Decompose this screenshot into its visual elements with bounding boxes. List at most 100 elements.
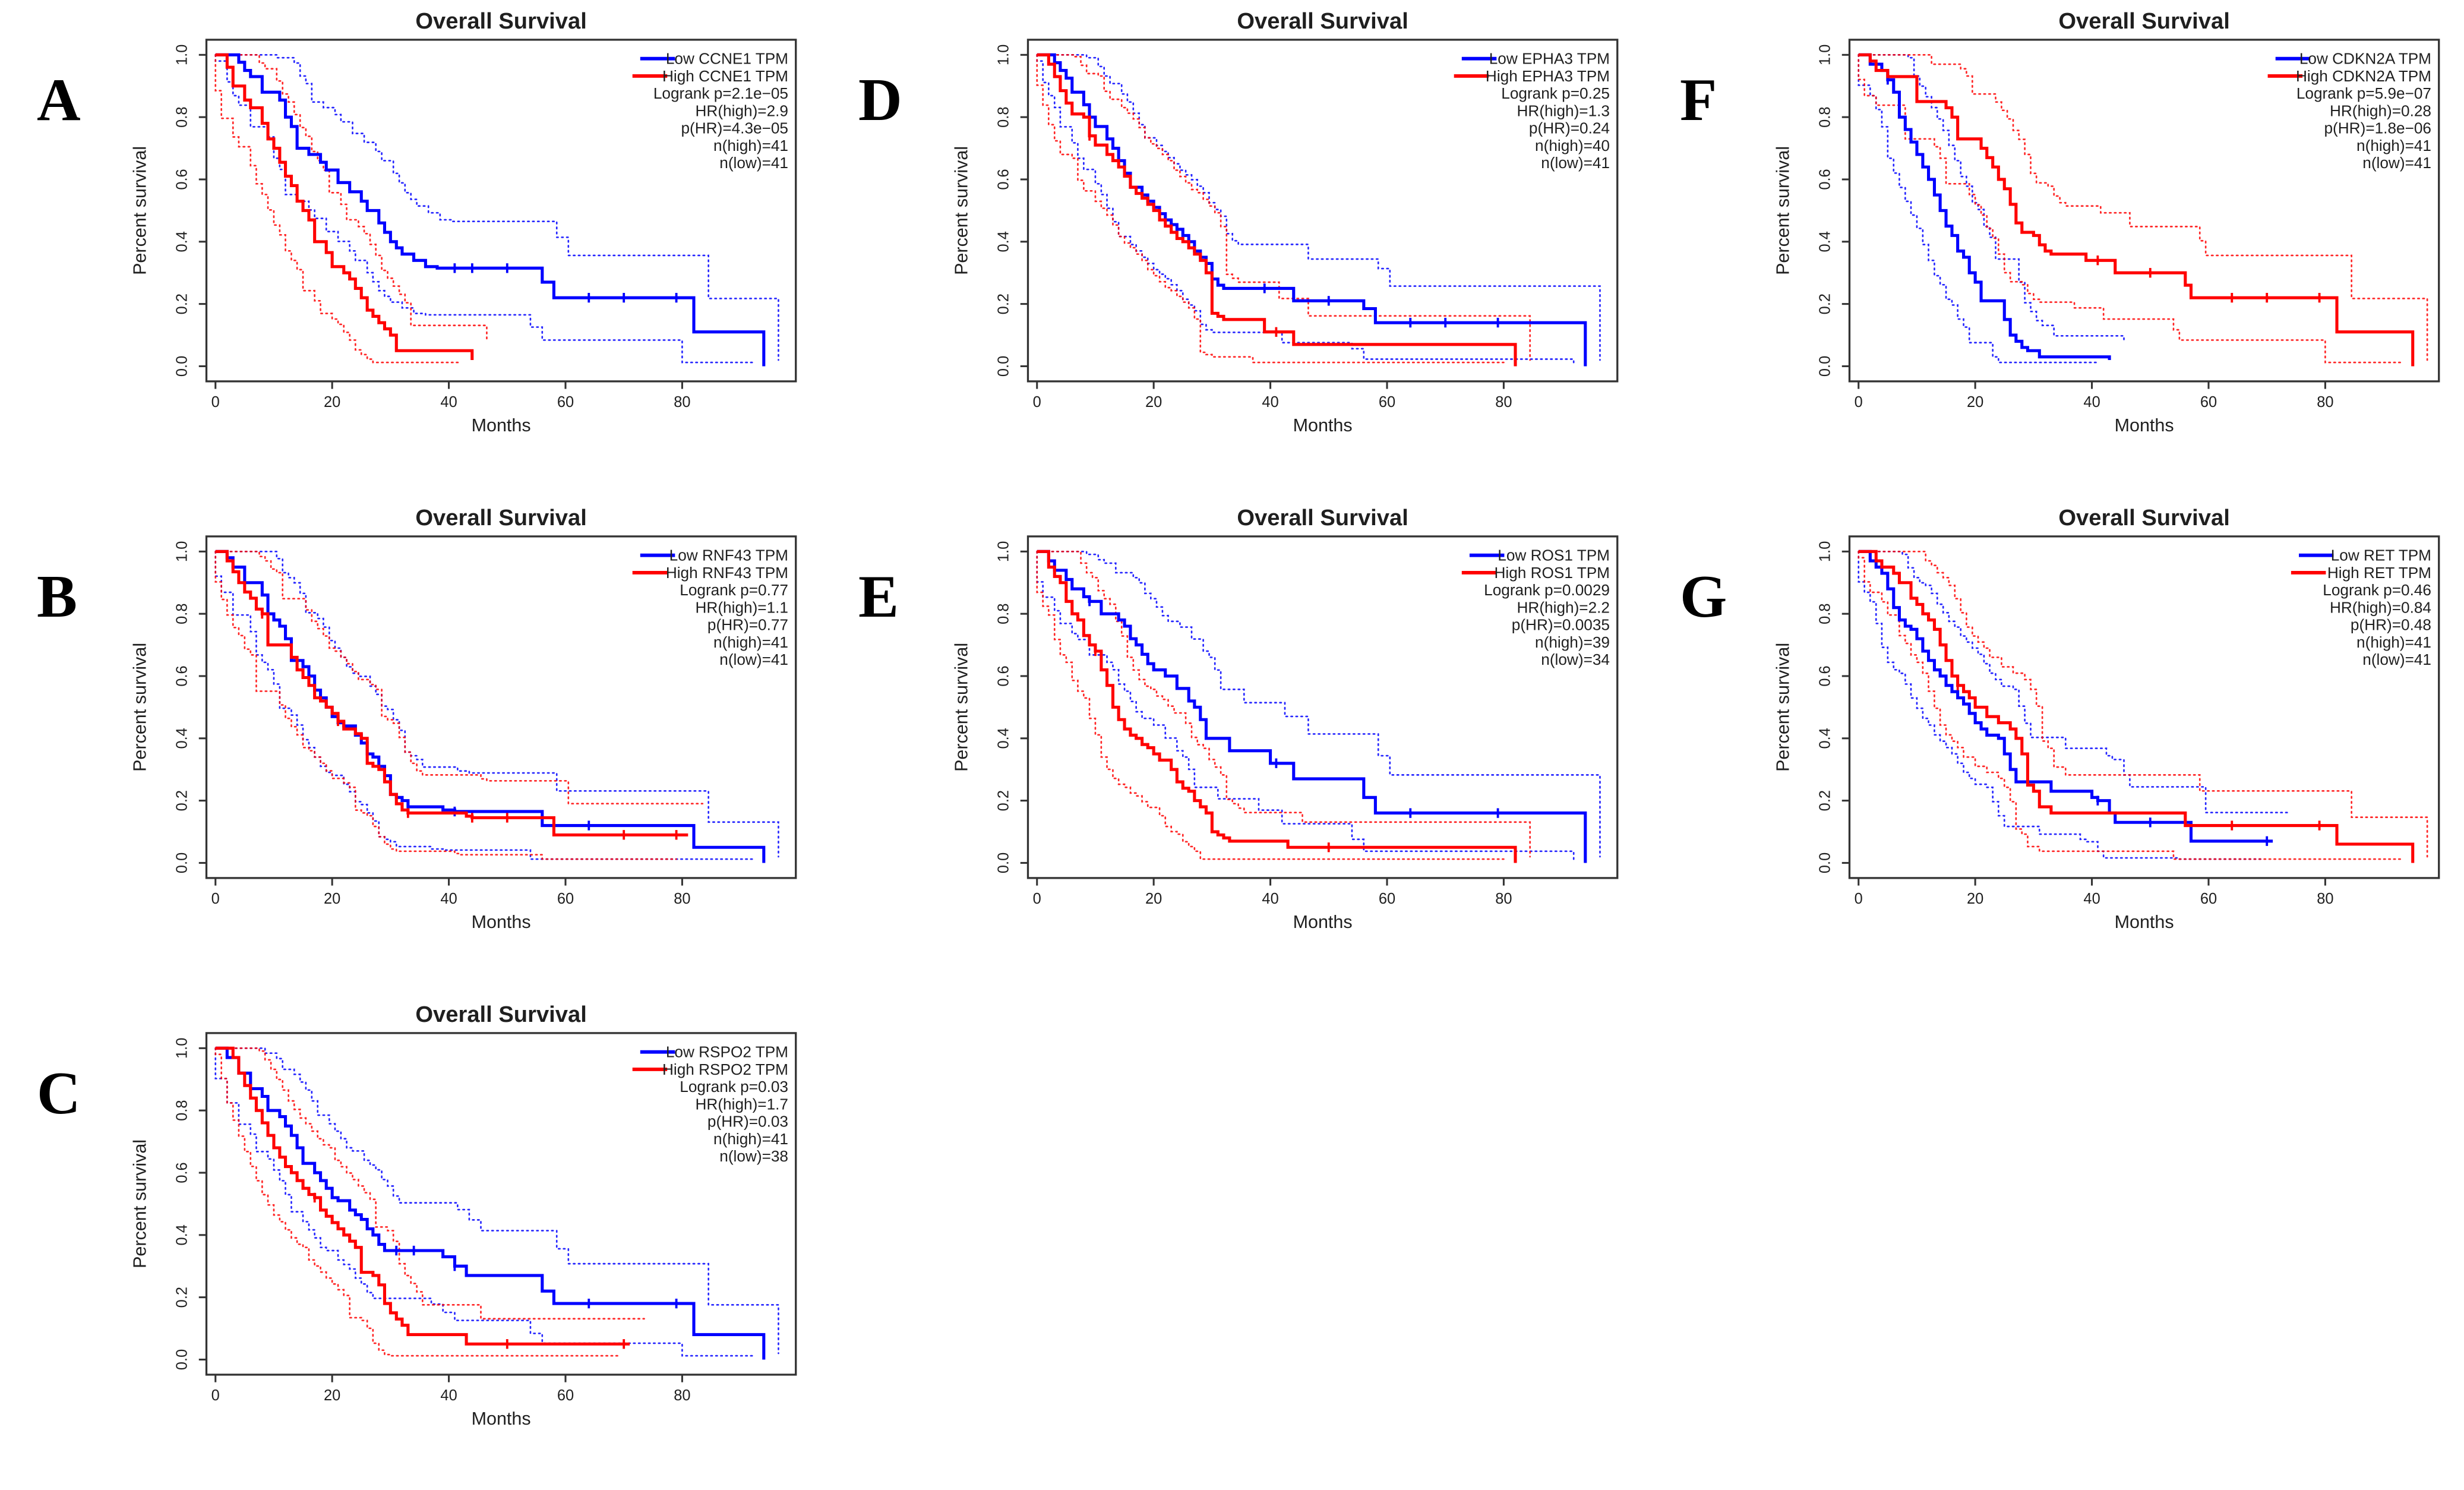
x-tick-label: 80 [1495, 394, 1512, 411]
curves-group [1036, 550, 1601, 863]
y-tick-label: 1.0 [995, 541, 1012, 562]
x-tick-label: 80 [674, 1387, 690, 1404]
plot-box [1848, 39, 2440, 383]
legend-stat-0: Logrank p=2.1e−05 [653, 84, 788, 102]
legend-stat-2: p(HR)=0.48 [2351, 616, 2431, 634]
legend-stat-4: n(low)=41 [2362, 651, 2431, 668]
y-tick-label: 0.6 [995, 169, 1012, 190]
x-tick-label: 60 [2200, 394, 2217, 411]
y-tick-label: 0.6 [173, 1162, 190, 1183]
km-plot-D: Overall Survival 0 20 40 60 80 Months 0.0 0.2 0.4… [943, 0, 1643, 440]
x-tick-label: 80 [2317, 891, 2333, 907]
y-axis-title: Percent survival [130, 1139, 150, 1268]
x-axis-title: Months [1293, 912, 1353, 932]
panel-label-D: D [858, 67, 902, 134]
legend-label-low: Low CDKN2A TPM [2299, 50, 2431, 68]
legend-label-high: High CCNE1 TPM [662, 67, 788, 85]
x-tick-label: 40 [1262, 891, 1278, 907]
legend-stat-1: HR(high)=1.1 [696, 598, 788, 616]
km-curve-high [215, 53, 474, 361]
legend-stat-3: n(high)=41 [2356, 137, 2431, 154]
y-axis-title: Percent survival [1773, 146, 1793, 275]
x-tick-label: 40 [2083, 394, 2100, 411]
ci-lower-low [1858, 53, 2099, 364]
ci-lower-low [1036, 53, 1575, 364]
y-axis: 0.0 0.2 0.4 0.6 0.8 1.0 Percent survival [1773, 541, 1850, 873]
plot-box [205, 39, 797, 383]
y-tick-label: 0.4 [995, 728, 1012, 749]
y-tick-label: 0.2 [995, 790, 1012, 811]
legend-stat-0: Logrank p=0.77 [680, 581, 788, 599]
ci-lower-high [214, 1047, 619, 1357]
legend-stat-4: n(low)=34 [1541, 651, 1610, 668]
legend-stat-0: Logrank p=0.0029 [1484, 581, 1610, 599]
y-axis: 0.0 0.2 0.4 0.6 0.8 1.0 Percent survival [952, 541, 1028, 873]
y-axis-title: Percent survival [130, 643, 150, 772]
y-axis: 0.0 0.2 0.4 0.6 0.8 1.0 Percent survival [130, 541, 207, 873]
x-tick-label: 80 [674, 891, 690, 907]
y-tick-label: 0.6 [173, 169, 190, 190]
y-tick-label: 0.6 [1817, 169, 1833, 190]
legend-label-high: High ROS1 TPM [1494, 564, 1610, 582]
ci-upper-high [1036, 550, 1531, 858]
x-tick-label: 20 [1145, 891, 1162, 907]
panel-C: C Overall Survival 0 20 40 60 80 Months 0.0 0.2 0… [0, 993, 822, 1490]
legend-stat-1: HR(high)=2.2 [1517, 598, 1610, 616]
km-curve-low [1858, 550, 2273, 843]
legend-stat-3: n(high)=41 [2356, 633, 2431, 651]
legend-stat-4: n(low)=41 [2362, 154, 2431, 172]
ci-upper-high [1036, 53, 1531, 361]
y-tick-label: 0.4 [173, 728, 190, 749]
x-tick-label: 40 [440, 394, 457, 411]
y-axis-title: Percent survival [952, 643, 972, 772]
x-tick-label: 40 [2083, 891, 2100, 907]
y-tick-label: 0.2 [173, 790, 190, 811]
y-axis-title: Percent survival [952, 146, 972, 275]
x-tick-label: 20 [324, 1387, 340, 1404]
ci-upper-high [214, 53, 488, 343]
panel-G: G Overall Survival 0 20 40 60 80 Months 0.0 0.2 0… [1643, 497, 2464, 993]
km-plot-C: Overall Survival 0 20 40 60 80 Months 0.0 0.2 0.4… [122, 993, 822, 1434]
x-tick-label: 80 [1495, 891, 1512, 907]
legend-stat-4: n(low)=41 [719, 154, 788, 172]
x-axis: 0 20 40 60 80 Months [1033, 381, 1512, 435]
curves-group [1036, 53, 1601, 367]
y-tick-label: 0.4 [1817, 728, 1833, 749]
x-tick-label: 20 [324, 891, 340, 907]
x-axis-title: Months [2115, 912, 2174, 932]
ci-lower-low [214, 1047, 753, 1357]
x-tick-label: 0 [211, 394, 220, 411]
km-curve-low [215, 1046, 766, 1360]
legend-stat-0: Logrank p=0.03 [680, 1078, 788, 1096]
legend-stat-4: n(low)=41 [719, 651, 788, 668]
legend-stat-2: p(HR)=1.8e−06 [2324, 119, 2431, 137]
plot-box [1026, 39, 1619, 383]
legend-label-high: High RNF43 TPM [666, 564, 788, 582]
legend-stat-2: p(HR)=4.3e−05 [681, 119, 788, 137]
panel-B: B Overall Survival 0 20 40 60 80 Months 0.0 0.2 0… [0, 497, 822, 993]
legend-label-low: Low EPHA3 TPM [1489, 50, 1610, 68]
legend-stat-2: p(HR)=0.77 [707, 616, 788, 634]
legend-stat-1: HR(high)=1.7 [696, 1095, 788, 1113]
y-tick-label: 0.8 [1817, 106, 1833, 127]
y-tick-label: 0.4 [1817, 231, 1833, 252]
legend-stat-1: HR(high)=2.9 [696, 102, 788, 119]
y-tick-label: 0.0 [995, 356, 1012, 377]
plot-title: Overall Survival [415, 10, 586, 34]
x-tick-label: 20 [1967, 891, 1983, 907]
km-plot-F: Overall Survival 0 20 40 60 80 Months 0.0 0.2 0.4… [1765, 0, 2464, 440]
y-axis-title: Percent survival [1773, 643, 1793, 772]
legend-stat-3: n(high)=39 [1535, 633, 1610, 651]
x-axis-title: Months [2115, 415, 2174, 435]
km-svg-B: Overall Survival 0 20 40 60 80 Months 0.0 0.2 0.4… [130, 506, 797, 932]
km-svg-D: Overall Survival 0 20 40 60 80 Months 0.0 0.2 0.4… [952, 10, 1619, 435]
y-tick-label: 0.0 [173, 1349, 190, 1370]
plot-box [205, 1032, 797, 1376]
x-tick-label: 60 [557, 891, 574, 907]
y-tick-label: 0.2 [1817, 293, 1833, 314]
x-tick-label: 0 [211, 1387, 220, 1404]
legend-stat-2: p(HR)=0.24 [1529, 119, 1610, 137]
panel-label-C: C [37, 1060, 81, 1127]
